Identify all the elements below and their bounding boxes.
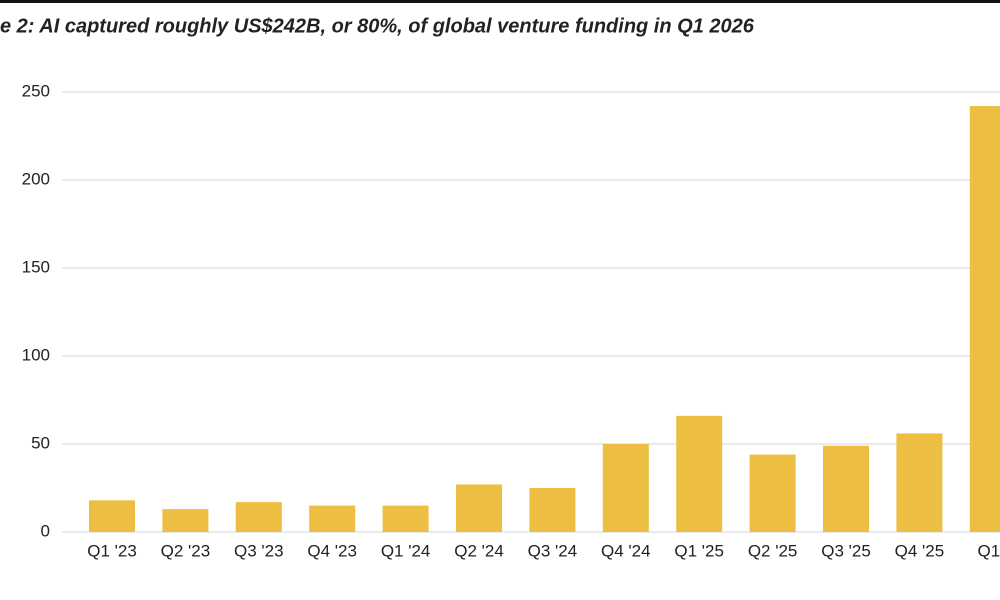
bar bbox=[896, 433, 943, 532]
y-tick-label: 50 bbox=[31, 433, 50, 452]
x-tick-label: Q2 '24 bbox=[454, 541, 504, 560]
x-tick-label: Q1 '23 bbox=[87, 541, 137, 560]
x-tick-label: Q3 '23 bbox=[234, 541, 284, 560]
x-tick-label: Q2 '25 bbox=[748, 541, 798, 560]
bar bbox=[89, 500, 135, 532]
y-tick-label: 0 bbox=[41, 521, 50, 540]
x-tick-label: Q1 ' bbox=[977, 541, 1000, 560]
bar bbox=[749, 454, 796, 532]
bar bbox=[969, 106, 1000, 532]
chart-title: e 2: AI captured roughly US$242B, or 80%… bbox=[0, 15, 755, 37]
bar bbox=[602, 444, 649, 532]
x-tick-label: Q4 '25 bbox=[895, 541, 945, 560]
x-tick-label: Q2 '23 bbox=[161, 541, 211, 560]
x-tick-label: Q3 '25 bbox=[821, 541, 871, 560]
x-tick-label: Q4 '24 bbox=[601, 541, 651, 560]
bar bbox=[382, 505, 429, 532]
x-tick-label: Q1 '25 bbox=[674, 541, 724, 560]
bar bbox=[162, 509, 209, 532]
bar bbox=[529, 488, 576, 532]
y-tick-label: 250 bbox=[22, 81, 50, 100]
x-tick-label: Q3 '24 bbox=[528, 541, 578, 560]
bar bbox=[456, 484, 502, 532]
bar bbox=[823, 445, 869, 532]
y-tick-label: 100 bbox=[22, 345, 50, 364]
y-tick-label: 150 bbox=[22, 257, 50, 276]
y-tick-label: 200 bbox=[22, 169, 50, 188]
bar bbox=[235, 502, 282, 532]
top-border bbox=[0, 0, 1000, 3]
x-tick-label: Q4 '23 bbox=[307, 541, 357, 560]
bar bbox=[309, 505, 356, 532]
bar bbox=[676, 415, 723, 532]
x-tick-label: Q1 '24 bbox=[381, 541, 431, 560]
